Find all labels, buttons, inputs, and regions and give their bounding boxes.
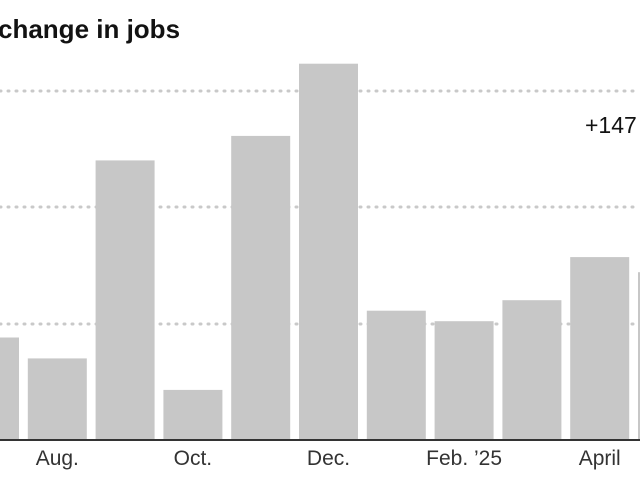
bar — [299, 63, 358, 440]
x-tick-label: Dec. — [307, 447, 350, 470]
bar — [570, 257, 630, 440]
chart-title: change in jobs — [0, 14, 180, 44]
bars — [0, 63, 640, 440]
bar — [366, 310, 426, 440]
bar — [0, 337, 19, 440]
bar — [231, 135, 291, 440]
bar — [502, 300, 562, 440]
bar — [163, 389, 223, 440]
x-axis-ticks: Aug. Oct. Dec. Feb. ’25 April — [36, 447, 621, 470]
x-tick-label: Oct. — [174, 447, 213, 470]
x-tick-label: April — [579, 447, 621, 470]
x-tick-label: Feb. ’25 — [426, 447, 502, 470]
bar — [434, 321, 494, 440]
bar — [27, 358, 87, 440]
bar — [95, 160, 155, 440]
latest-change-label: +147 — [585, 112, 637, 138]
x-tick-label: Aug. — [36, 447, 79, 470]
bar — [638, 272, 640, 440]
